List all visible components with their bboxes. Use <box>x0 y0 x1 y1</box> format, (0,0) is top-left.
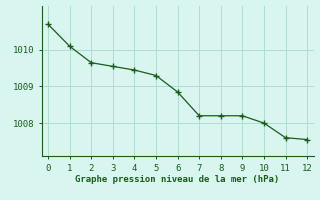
X-axis label: Graphe pression niveau de la mer (hPa): Graphe pression niveau de la mer (hPa) <box>76 175 280 184</box>
